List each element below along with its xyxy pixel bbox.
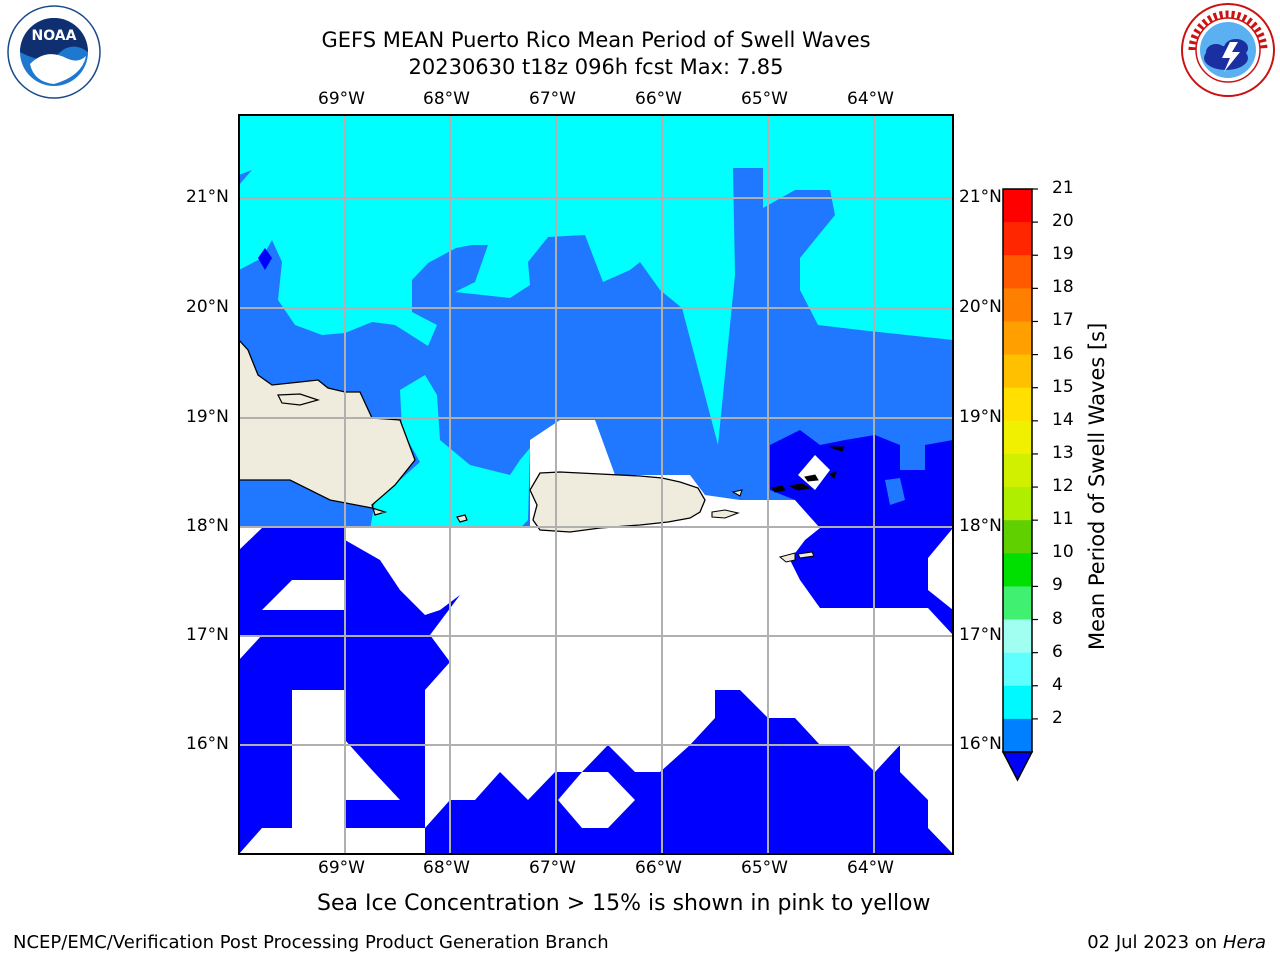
colorbar-segment [1003, 387, 1032, 422]
lon-label-bottom-69w: 69°W [318, 858, 365, 878]
lat-label-left-19n: 19°N [186, 407, 229, 427]
lon-label-top-64w: 64°W [847, 89, 894, 109]
sea-ice-note: Sea Ice Concentration > 15% is shown in … [317, 891, 931, 916]
footer-date: 02 Jul 2023 on Hera [1087, 932, 1266, 953]
lat-label-right-20n: 20°N [959, 297, 1002, 317]
lat-label-right-18n: 18°N [959, 516, 1002, 536]
lon-label-top-66w: 66°W [635, 89, 682, 109]
colorbar-segment [1003, 586, 1032, 621]
colorbar [1001, 188, 1038, 782]
colorbar-tick-label: 17 [1052, 310, 1074, 331]
graticule [239, 115, 953, 854]
footer-credit: NCEP/EMC/Verification Post Processing Pr… [13, 932, 609, 953]
lon-label-top-65w: 65°W [741, 89, 788, 109]
colorbar-segment [1003, 222, 1032, 256]
colorbar-frame [1002, 188, 1033, 753]
lat-label-left-21n: 21°N [186, 187, 229, 207]
colorbar-segment [1003, 718, 1032, 753]
lon-label-bottom-64w: 64°W [847, 858, 894, 878]
map-frame [238, 114, 954, 855]
nws-logo [1181, 3, 1275, 97]
lon-label-top-69w: 69°W [318, 89, 365, 109]
colorbar-segment [1003, 520, 1032, 554]
swell-region-lt-2s-small [258, 248, 272, 270]
colorbar-tick-label: 13 [1052, 442, 1074, 463]
colorbar-segment [1003, 288, 1032, 322]
colorbar-tick-label: 14 [1052, 409, 1074, 430]
colorbar-segment [1003, 619, 1032, 654]
colorbar-title: Mean Period of Swell Waves [s] [1085, 322, 1109, 650]
lon-label-bottom-67w: 67°W [529, 858, 576, 878]
swell-region-lt-2s-east [790, 528, 953, 635]
colorbar-tick-label: 15 [1052, 376, 1074, 397]
colorbar-segment [1003, 420, 1032, 455]
lat-label-right-21n: 21°N [959, 187, 1002, 207]
colorbar-tick-label: 18 [1052, 277, 1074, 298]
colorbar-tick-label: 16 [1052, 343, 1074, 364]
colorbar-segment [1003, 487, 1032, 521]
lon-label-bottom-68w: 68°W [423, 858, 470, 878]
colorbar-tick-label: 20 [1052, 211, 1074, 232]
colorbar-tick-label: 4 [1052, 674, 1063, 695]
lon-label-top-68w: 68°W [423, 89, 470, 109]
lat-label-left-16n: 16°N [186, 734, 229, 754]
plot-title-line2: 20230630 t18z 096h fcst Max: 7.85 [408, 55, 784, 79]
colorbar-segment [1003, 255, 1032, 289]
colorbar-segment [1003, 652, 1032, 687]
colorbar-tick-label: 8 [1052, 608, 1063, 629]
swell-region-lt-2s-ne [770, 430, 953, 528]
footer-date-text: 02 Jul 2023 on [1087, 932, 1223, 953]
colorbar-tick-label: 9 [1052, 575, 1063, 596]
colorbar-extend-triangle [1001, 751, 1034, 782]
lat-label-left-20n: 20°N [186, 297, 229, 317]
lon-label-bottom-65w: 65°W [741, 858, 788, 878]
noaa-logo-text: NOAA [32, 28, 77, 44]
colorbar-segment [1003, 354, 1032, 389]
colorbar-tick-label: 11 [1052, 509, 1074, 530]
lat-label-right-16n: 16°N [959, 734, 1002, 754]
noaa-logo: NOAA [7, 5, 101, 99]
colorbar-tick-label: 2 [1052, 707, 1063, 728]
colorbar-segment [1003, 189, 1032, 223]
colorbar-segment [1003, 553, 1032, 587]
colorbar-segment [1003, 685, 1032, 720]
lat-label-right-17n: 17°N [959, 625, 1002, 645]
lat-label-left-18n: 18°N [186, 516, 229, 536]
lon-label-bottom-66w: 66°W [635, 858, 682, 878]
colorbar-tick-label: 6 [1052, 641, 1063, 662]
plot-title-line1: GEFS MEAN Puerto Rico Mean Period of Swe… [321, 28, 871, 52]
colorbar-tick-label: 10 [1052, 542, 1074, 563]
lat-label-left-17n: 17°N [186, 625, 229, 645]
lon-label-top-67w: 67°W [529, 89, 576, 109]
footer-host: Hera [1222, 932, 1266, 953]
colorbar-tick-label: 19 [1052, 244, 1074, 265]
lat-label-right-19n: 19°N [959, 407, 1002, 427]
colorbar-tick-label: 12 [1052, 476, 1074, 497]
colorbar-tick-label: 21 [1052, 178, 1074, 198]
colorbar-segment [1003, 321, 1032, 356]
colorbar-segment [1003, 453, 1032, 488]
